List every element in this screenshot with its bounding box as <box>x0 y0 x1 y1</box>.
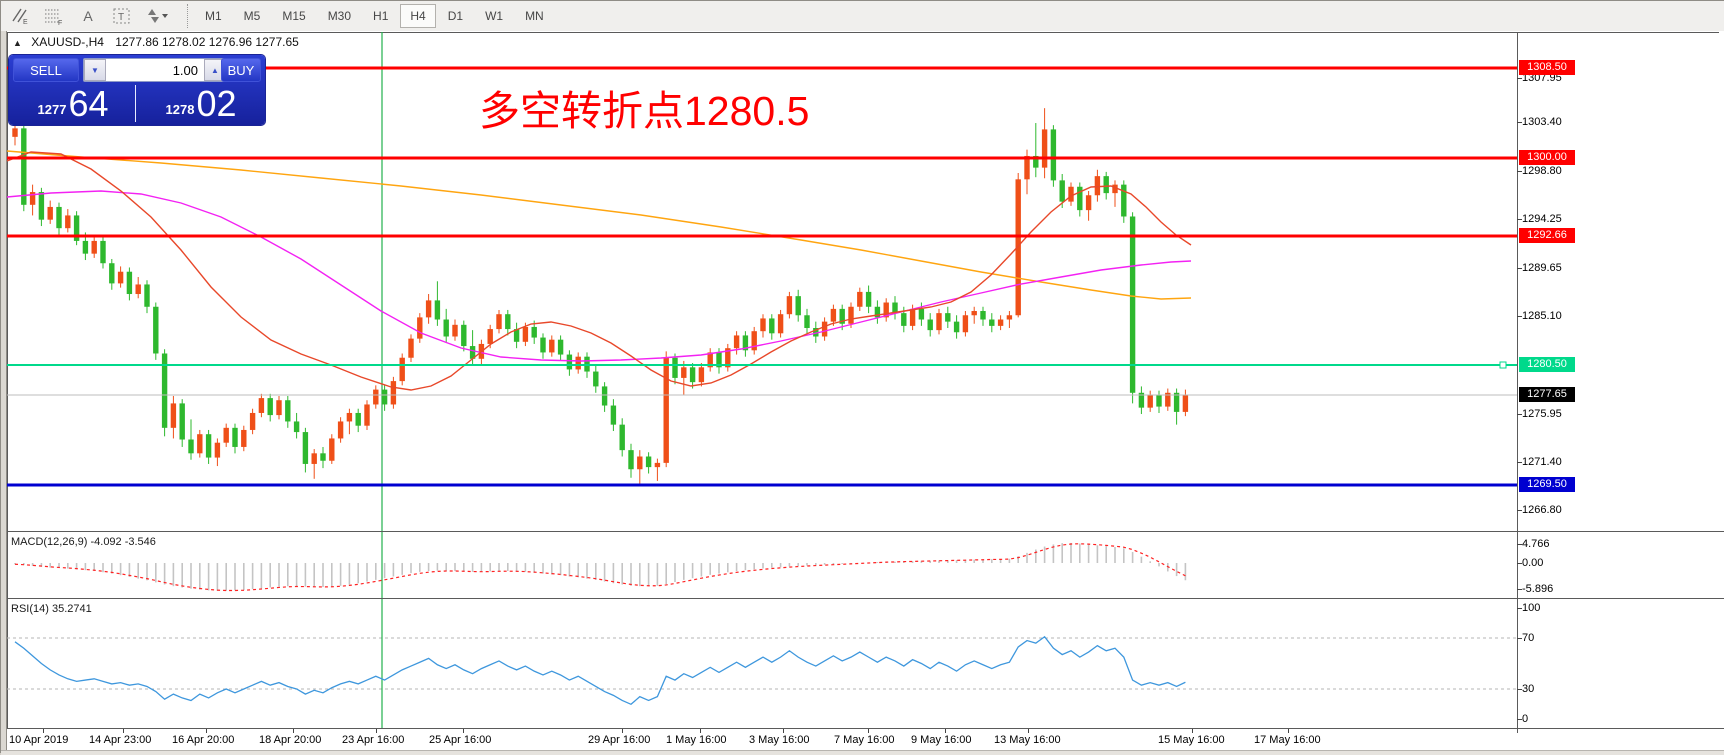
rsi-canvas[interactable] <box>7 599 1517 728</box>
price-level-label: 1292.66 <box>1519 228 1575 243</box>
time-tick-label: 1 May 16:00 <box>666 734 727 746</box>
time-tick-label: 16 Apr 20:00 <box>172 734 234 746</box>
equidistant-channel-icon[interactable]: E <box>5 4 35 28</box>
time-tick-mark <box>868 729 869 733</box>
time-tick-label: 23 Apr 16:00 <box>342 734 404 746</box>
time-tick-label: 18 Apr 20:00 <box>259 734 321 746</box>
price-tick-label: 1266.80 <box>1522 504 1562 516</box>
one-click-collapse-icon[interactable]: ▲ <box>13 38 22 48</box>
timeframe-button-D1[interactable]: D1 <box>438 4 473 28</box>
timeframe-button-M15[interactable]: M15 <box>272 4 315 28</box>
time-tick-mark <box>376 729 377 733</box>
chart-text-annotation: 多空转折点1280.5 <box>479 77 809 137</box>
price-tick-label: 1275.95 <box>1522 408 1562 420</box>
macd-indicator-label: MACD(12,26,9) -4.092 -3.546 <box>11 536 156 548</box>
timeframe-button-W1[interactable]: W1 <box>475 4 513 28</box>
sell-button[interactable]: SELL <box>13 58 79 82</box>
price-axis-line <box>1517 32 1518 733</box>
time-tick-label: 3 May 16:00 <box>749 734 810 746</box>
time-tick-label: 10 Apr 2019 <box>9 734 68 746</box>
time-tick-label: 17 May 16:00 <box>1254 734 1321 746</box>
buy-button[interactable]: BUY <box>221 58 261 82</box>
timeframe-button-M5[interactable]: M5 <box>234 4 271 28</box>
time-axis-border <box>7 728 1724 729</box>
price-level-label: 1277.65 <box>1519 387 1575 402</box>
bid-main-digits: 1277 <box>38 102 67 117</box>
price-tick-label: 1285.10 <box>1522 310 1562 322</box>
price-tick-label: 1294.25 <box>1522 213 1562 225</box>
svg-text:T: T <box>118 12 124 23</box>
timeframe-button-H4[interactable]: H4 <box>400 4 435 28</box>
timeframe-button-M1[interactable]: M1 <box>195 4 232 28</box>
price-level-label: 1280.50 <box>1519 357 1575 372</box>
ohlc-values: 1277.86 1278.02 1276.96 1277.65 <box>115 35 299 49</box>
time-tick-mark <box>1028 729 1029 733</box>
time-tick-mark <box>43 729 44 733</box>
arrows-icon[interactable] <box>141 4 171 28</box>
time-tick-label: 15 May 16:00 <box>1158 734 1225 746</box>
indicator-tick-label: 4.766 <box>1522 538 1550 550</box>
time-tick-mark <box>783 729 784 733</box>
text-icon[interactable]: A <box>73 4 103 28</box>
macd-current-values: -4.092 -3.546 <box>87 536 156 548</box>
indicator-tick-label: 30 <box>1522 683 1534 695</box>
bid-pips-digits: 64 <box>68 86 108 122</box>
toolbar-separator <box>179 4 188 28</box>
ask-price[interactable]: 1278 02 <box>139 85 263 122</box>
time-tick-mark <box>463 729 464 733</box>
indicator-tick-label: 100 <box>1522 602 1540 614</box>
indicator-tick-label: -5.896 <box>1522 583 1553 595</box>
volume-control: ▼ ▲ <box>83 58 227 82</box>
indicator-tick-label: 70 <box>1522 632 1534 644</box>
time-tick-mark <box>206 729 207 733</box>
chart-area: ▲ XAUUSD-,H4 1277.86 1278.02 1276.96 127… <box>1 31 1724 754</box>
time-tick-label: 7 May 16:00 <box>834 734 895 746</box>
time-tick-mark <box>123 729 124 733</box>
fibonacci-icon[interactable]: F <box>39 4 69 28</box>
time-tick-mark <box>945 729 946 733</box>
macd-canvas[interactable] <box>7 532 1517 598</box>
chart-title: ▲ XAUUSD-,H4 1277.86 1278.02 1276.96 127… <box>13 35 299 49</box>
text-label-icon[interactable]: T <box>107 4 137 28</box>
rsi-indicator-label: RSI(14) 35.2741 <box>11 603 92 615</box>
time-tick-mark <box>622 729 623 733</box>
price-level-label: 1308.50 <box>1519 60 1575 75</box>
time-tick-mark <box>1288 729 1289 733</box>
ask-pips-digits: 02 <box>196 86 236 122</box>
time-tick-mark <box>293 729 294 733</box>
time-tick-label: 9 May 16:00 <box>911 734 972 746</box>
price-tick-label: 1298.80 <box>1522 165 1562 177</box>
time-tick-mark <box>700 729 701 733</box>
symbol-period-label: XAUUSD-,H4 <box>31 35 104 49</box>
rsi-current-value: 35.2741 <box>49 603 92 615</box>
price-tick-label: 1303.40 <box>1522 116 1562 128</box>
volume-decrease-button[interactable]: ▼ <box>84 59 106 81</box>
indicator-tick-label: 0 <box>1522 713 1528 725</box>
price-tick-label: 1271.40 <box>1522 456 1562 468</box>
ask-main-digits: 1278 <box>166 102 195 117</box>
price-tick-label: 1289.65 <box>1522 262 1562 274</box>
time-tick-label: 14 Apr 23:00 <box>89 734 151 746</box>
volume-input[interactable] <box>106 59 204 81</box>
timeframe-button-MN[interactable]: MN <box>515 4 554 28</box>
time-tick-label: 29 Apr 16:00 <box>588 734 650 746</box>
svg-text:F: F <box>58 20 62 27</box>
bid-price[interactable]: 1277 64 <box>11 85 136 122</box>
one-click-trading-panel: SELL ▼ ▲ BUY 1277 64 1278 02 <box>9 55 265 125</box>
time-tick-label: 13 May 16:00 <box>994 734 1061 746</box>
timeframe-button-M30[interactable]: M30 <box>318 4 361 28</box>
price-level-label: 1300.00 <box>1519 150 1575 165</box>
timeframe-button-H1[interactable]: H1 <box>363 4 398 28</box>
svg-text:E: E <box>23 19 28 26</box>
time-tick-mark <box>1192 729 1193 733</box>
indicator-tick-label: 0.00 <box>1522 557 1543 569</box>
price-level-label: 1269.50 <box>1519 477 1575 492</box>
time-tick-label: 25 Apr 16:00 <box>429 734 491 746</box>
